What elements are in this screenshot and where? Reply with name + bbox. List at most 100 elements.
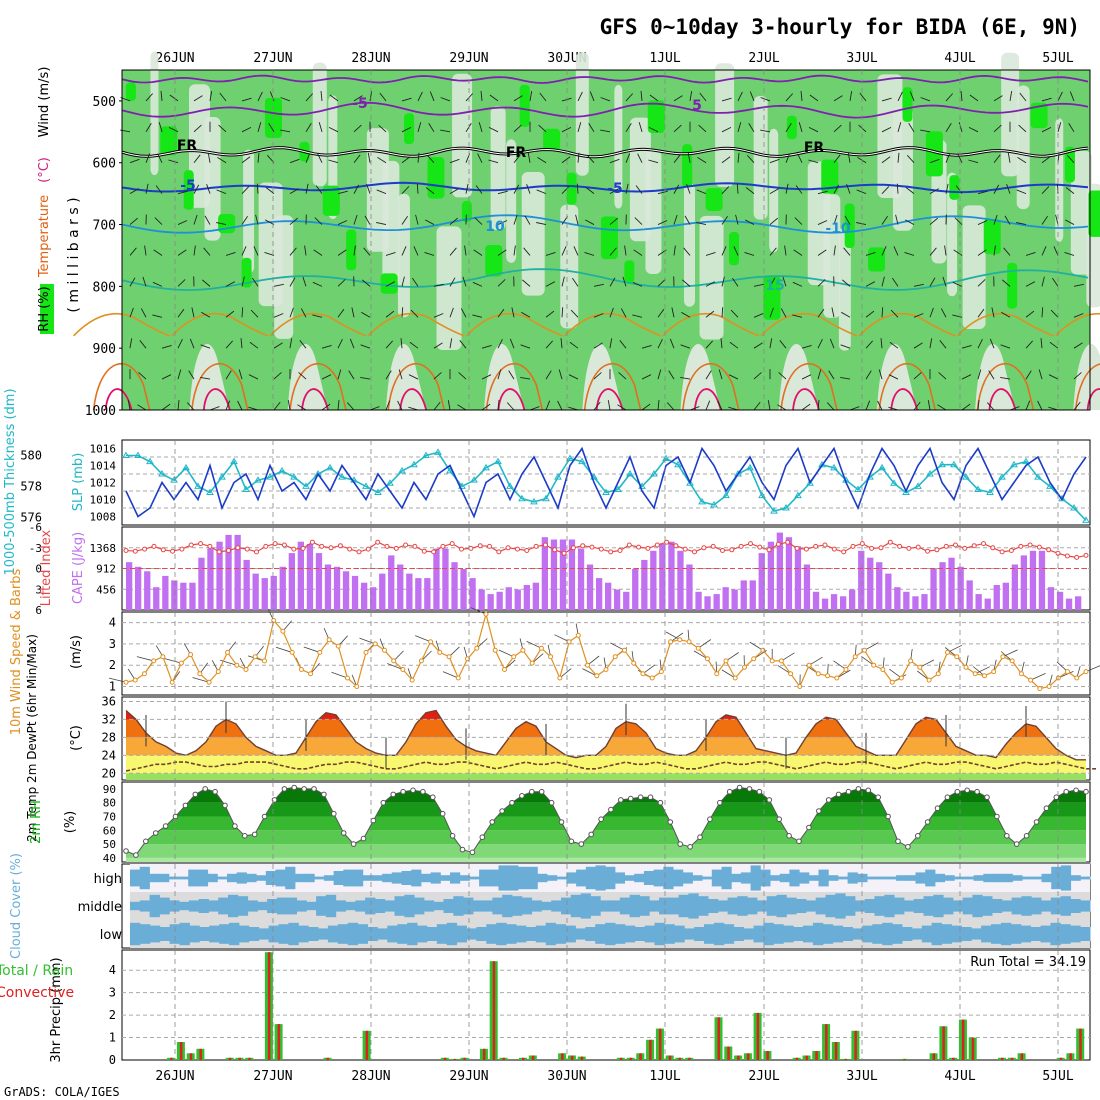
wind-barb [524,215,531,225]
li-marker [319,543,325,549]
rh2m-marker [251,831,258,838]
wind10m-barb [415,635,431,643]
wind-barb [624,245,627,256]
li-marker [226,548,231,553]
rh2m-marker [736,784,743,791]
wind10m-marker [972,671,978,677]
wind10m-marker [843,667,849,672]
wind-barb [249,341,259,349]
cloud-cell [982,896,993,916]
cloud-cell [275,869,286,887]
rh2m-marker [618,797,624,803]
cloud-cell [1060,896,1071,916]
li-marker [477,543,483,549]
rh-high-patch [427,157,445,199]
wind-barb [1038,369,1043,380]
li-marker [552,547,558,553]
rh2m-marker [1033,819,1040,825]
wind-barb [577,122,582,132]
wind-barb [417,122,422,132]
wind-barb [145,93,154,102]
wind-barb [408,374,419,380]
cloud-cell [1080,927,1091,941]
wind-barb [584,251,595,256]
wind-barb [769,217,778,225]
wind10m-marker [926,677,932,683]
cloud-cell [634,927,646,941]
wind-barb [849,406,860,411]
cloud-cell [644,925,655,943]
wind-barb [657,369,662,380]
wind-barb [314,217,323,225]
wind10m-marker [815,671,821,677]
wind-barb [744,251,755,256]
thickness-series-marker [986,488,994,496]
wind10m-barb [919,659,935,668]
convective-bar [365,1030,369,1060]
wind-barb [145,153,151,163]
wind-barb [488,126,499,133]
wind10m-marker [354,684,360,689]
wind-barb [478,122,483,132]
temp-contour-30 [399,388,428,411]
wind-barb [794,217,803,225]
wind-barb [225,370,232,380]
wind10m-barb [331,671,348,679]
convective-bar [326,1057,329,1060]
cloud-cell [952,900,964,912]
rh-high-patch [763,275,781,320]
wind10m-marker [852,654,858,660]
cloud-cell [472,900,484,912]
li-marker [785,539,791,545]
cloud-cell [803,925,814,943]
wind-barb [268,123,275,133]
wind-barb [721,97,732,102]
wind-barb [1019,92,1027,102]
rh-low-patch [560,204,579,329]
wind-barb [462,276,467,287]
cloud-cell [717,900,729,912]
cape-bar [451,562,458,610]
wind-barb [808,159,819,164]
rh2m-marker [420,788,426,795]
thickness-series-marker [734,470,742,477]
thickness-series-marker [362,482,370,489]
wind-barb [140,308,147,318]
rh2m-marker [924,819,931,825]
thickness-series-marker [410,460,418,468]
thickness-series-marker [470,476,478,483]
wind-barb [289,307,294,318]
cloud-cell [605,866,616,890]
cloud-cell [377,928,388,940]
rh-low-patch [243,149,255,274]
wind-barb [896,183,899,194]
cloud-cell [414,897,425,915]
cloud-cell [362,875,373,881]
cloud-cell [766,896,777,916]
thickness-series-marker [314,470,322,477]
cloud-row-label: low [100,928,123,943]
wind-barb [200,376,211,380]
cloud-cell [815,897,826,915]
cloud-cell [721,866,732,890]
wind-barb [168,159,179,164]
wind-barb [401,216,408,225]
cloud-cell [972,894,983,918]
wind-barb [513,214,518,225]
li-marker [151,543,157,549]
wind-barb [317,153,323,163]
wind10m-marker [1028,677,1034,683]
li-marker [570,545,576,551]
wind-barb [945,153,951,163]
wind-barb [609,217,618,225]
wind-barb [856,189,867,195]
rh-high-patch [125,82,136,101]
wind-barb [353,95,363,102]
cloud-cell [247,900,258,912]
cloud-cell [179,922,190,946]
temp-band [126,755,1086,774]
convective-bar [629,1057,633,1060]
cloud-cell [229,922,240,946]
wind-barb [209,91,213,101]
li-axis-label: Lifted Index [39,529,54,606]
